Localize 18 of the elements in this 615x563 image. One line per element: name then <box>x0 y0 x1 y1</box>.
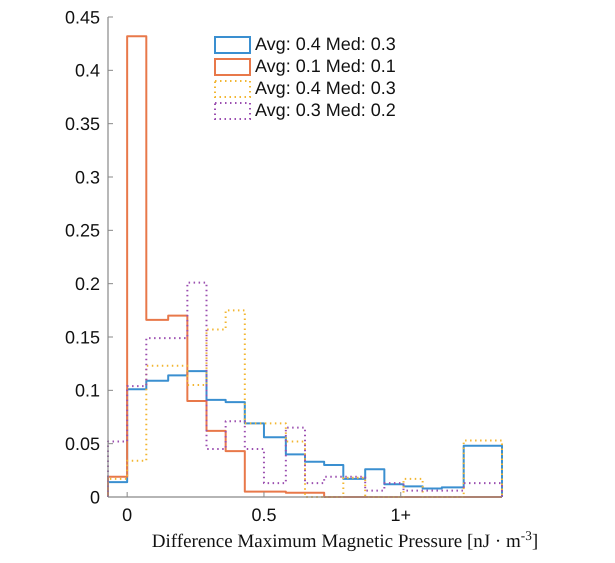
legend-label: Avg: 0.4 Med: 0.3 <box>255 34 396 54</box>
y-tick-label: 0.45 <box>64 7 100 28</box>
y-tick-label: 0.25 <box>64 220 100 241</box>
y-tick-label: 0.1 <box>74 380 100 401</box>
x-tick-label: 1+ <box>390 505 412 525</box>
y-tick-label: 0.05 <box>64 434 100 454</box>
legend-label: Avg: 0.3 Med: 0.2 <box>255 100 396 120</box>
y-tick-label: 0 <box>90 487 100 508</box>
x-tick-label: 0.5 <box>251 505 276 525</box>
y-tick-label: 0.4 <box>74 60 100 81</box>
x-tick-label: 0 <box>122 505 132 525</box>
y-tick-label: 0.3 <box>74 167 100 188</box>
y-tick-label: 0.2 <box>74 274 100 294</box>
y-tick-label: 0.35 <box>64 114 100 134</box>
x-axis-title: Difference Maximum Magnetic Pressure [nJ · m$^{-3}$] <box>152 528 538 552</box>
legend-label: Avg: 0.1 Med: 0.1 <box>255 56 396 76</box>
y-tick-label: 0.15 <box>64 327 100 348</box>
legend-label: Avg: 0.4 Med: 0.3 <box>255 78 396 98</box>
